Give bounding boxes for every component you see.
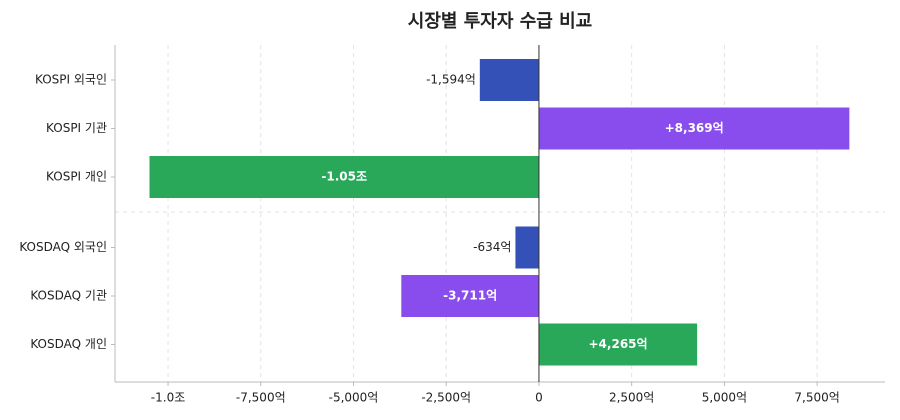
x-tick-label: -5,000억 [329, 391, 379, 405]
bar [515, 226, 539, 269]
x-tick-label: 0 [535, 391, 543, 405]
bar [149, 156, 539, 198]
bar [401, 275, 539, 317]
value-label: +8,369억 [665, 121, 724, 135]
value-label: -1.05조 [321, 170, 367, 184]
x-tick-label: -7,500억 [236, 391, 286, 405]
value-label: -3,711억 [443, 289, 497, 303]
y-tick-label: KOSDAQ 외국인 [19, 240, 107, 254]
x-tick-label: 5,000억 [702, 391, 747, 405]
y-tick-label: KOSPI 기관 [46, 121, 107, 135]
value-label: -1,594억 [426, 73, 476, 87]
value-label: +4,265억 [589, 337, 648, 351]
value-label: -634억 [473, 240, 511, 254]
y-tick-label: KOSPI 개인 [46, 170, 107, 184]
chart-title: 시장별 투자자 수급 비교 [408, 11, 592, 32]
x-tick-label: 7,500억 [794, 391, 839, 405]
x-tick-label: -1.0조 [151, 391, 185, 405]
bar [538, 323, 698, 366]
x-tick-label: -2,500억 [421, 391, 471, 405]
y-tick-label: KOSDAQ 개인 [30, 337, 107, 351]
bar [538, 107, 850, 150]
x-tick-label: 2,500억 [609, 391, 654, 405]
bar [479, 59, 539, 101]
y-tick-label: KOSDAQ 기관 [30, 289, 107, 303]
y-tick-label: KOSPI 외국인 [35, 73, 107, 87]
